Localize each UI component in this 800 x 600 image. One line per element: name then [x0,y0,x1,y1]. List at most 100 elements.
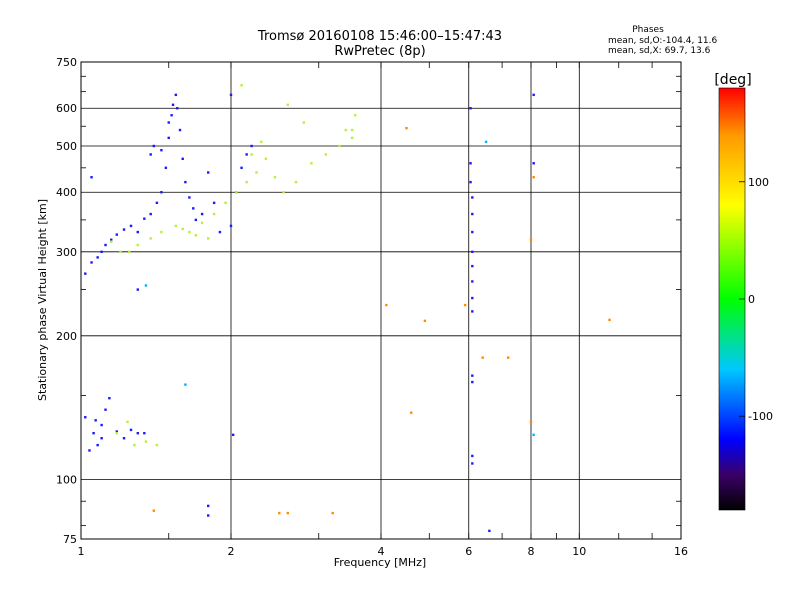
data-point [200,212,204,216]
data-point [164,166,168,170]
data-point [250,153,253,156]
data-point [471,310,474,313]
data-point [167,121,170,124]
data-point [88,449,91,452]
data-point [178,128,182,132]
data-point [181,227,184,231]
x-tick-label: 1 [78,545,85,558]
x-tick-label: 16 [674,545,688,558]
data-point [310,162,313,165]
data-point [100,437,103,440]
data-point [94,419,97,422]
data-point [122,437,126,440]
data-point [240,84,243,87]
data-point [176,107,179,110]
data-point [385,303,388,307]
data-point [302,121,306,124]
x-tick-label: 8 [528,545,535,558]
data-point [194,218,198,222]
data-point [129,428,133,432]
data-point [471,264,474,268]
data-point [286,511,289,515]
data-point [245,180,248,184]
data-point [152,509,156,512]
data-point [532,176,535,179]
data-point [206,504,210,508]
data-point [143,431,146,435]
data-point [410,411,413,414]
data-point [160,148,163,152]
data-point [471,230,474,234]
data-point [331,511,334,515]
data-point [126,420,129,424]
data-point [167,136,170,140]
chart-title: Tromsø 20160108 15:46:00–15:47:43 [257,29,502,44]
data-point [115,233,119,236]
data-point [532,93,535,97]
data-point [240,166,243,170]
data-point [136,243,139,247]
y-tick-label: 75 [63,533,77,546]
y-tick-label: 600 [56,102,77,115]
stats-title: Phases [632,25,664,35]
data-point [144,284,148,287]
data-point [184,180,187,184]
y-tick-label: 200 [56,330,77,343]
data-point [481,356,484,359]
data-point [471,296,474,300]
y-tick-label: 500 [56,140,77,153]
data-point [136,431,139,435]
data-point [229,93,233,97]
data-point [136,230,139,234]
x-axis-label: Frequency [MHz] [334,556,426,569]
data-point [110,240,113,243]
data-point [143,217,146,220]
data-point [212,201,216,205]
data-point [488,529,491,533]
y-tick-label: 750 [56,56,77,69]
data-point [471,250,474,254]
data-point [104,243,107,247]
data-point [469,107,472,110]
data-point [100,423,103,427]
data-point [423,319,427,323]
x-tick-label: 4 [378,545,385,558]
data-point [294,180,298,184]
data-point [206,237,210,240]
data-point [471,380,474,384]
data-point [405,126,408,130]
data-point [264,157,268,161]
data-point [160,191,163,194]
colorbar: [deg] 100 0 -100 [714,72,773,511]
data-point [188,230,191,234]
data-point [90,176,93,179]
stats-line-o: mean, sd,O:-104.4, 11.6 [608,36,718,46]
y-tick-label: 100 [56,473,77,486]
data-point [353,114,357,117]
data-point [350,136,354,140]
data-point [181,157,184,161]
data-points [84,84,611,533]
data-point [229,224,233,228]
data-point [260,140,263,144]
data-point [218,230,222,234]
data-point [92,431,95,435]
data-point [344,128,348,132]
chart-subtitle: RwPretec (8p) [334,44,425,59]
data-point [100,250,103,254]
data-point [273,176,277,179]
data-point [235,191,238,194]
y-axis-label: Stationary phase Virtual Height [km] [36,199,49,401]
data-point [152,144,156,148]
data-point [192,207,195,210]
grid-lines [80,61,682,540]
data-point [206,514,210,517]
data-point [122,228,126,231]
data-point [484,140,488,144]
data-point [529,238,533,241]
data-point [286,103,289,107]
data-point [144,440,148,443]
data-point [149,237,152,240]
data-point [200,221,204,225]
